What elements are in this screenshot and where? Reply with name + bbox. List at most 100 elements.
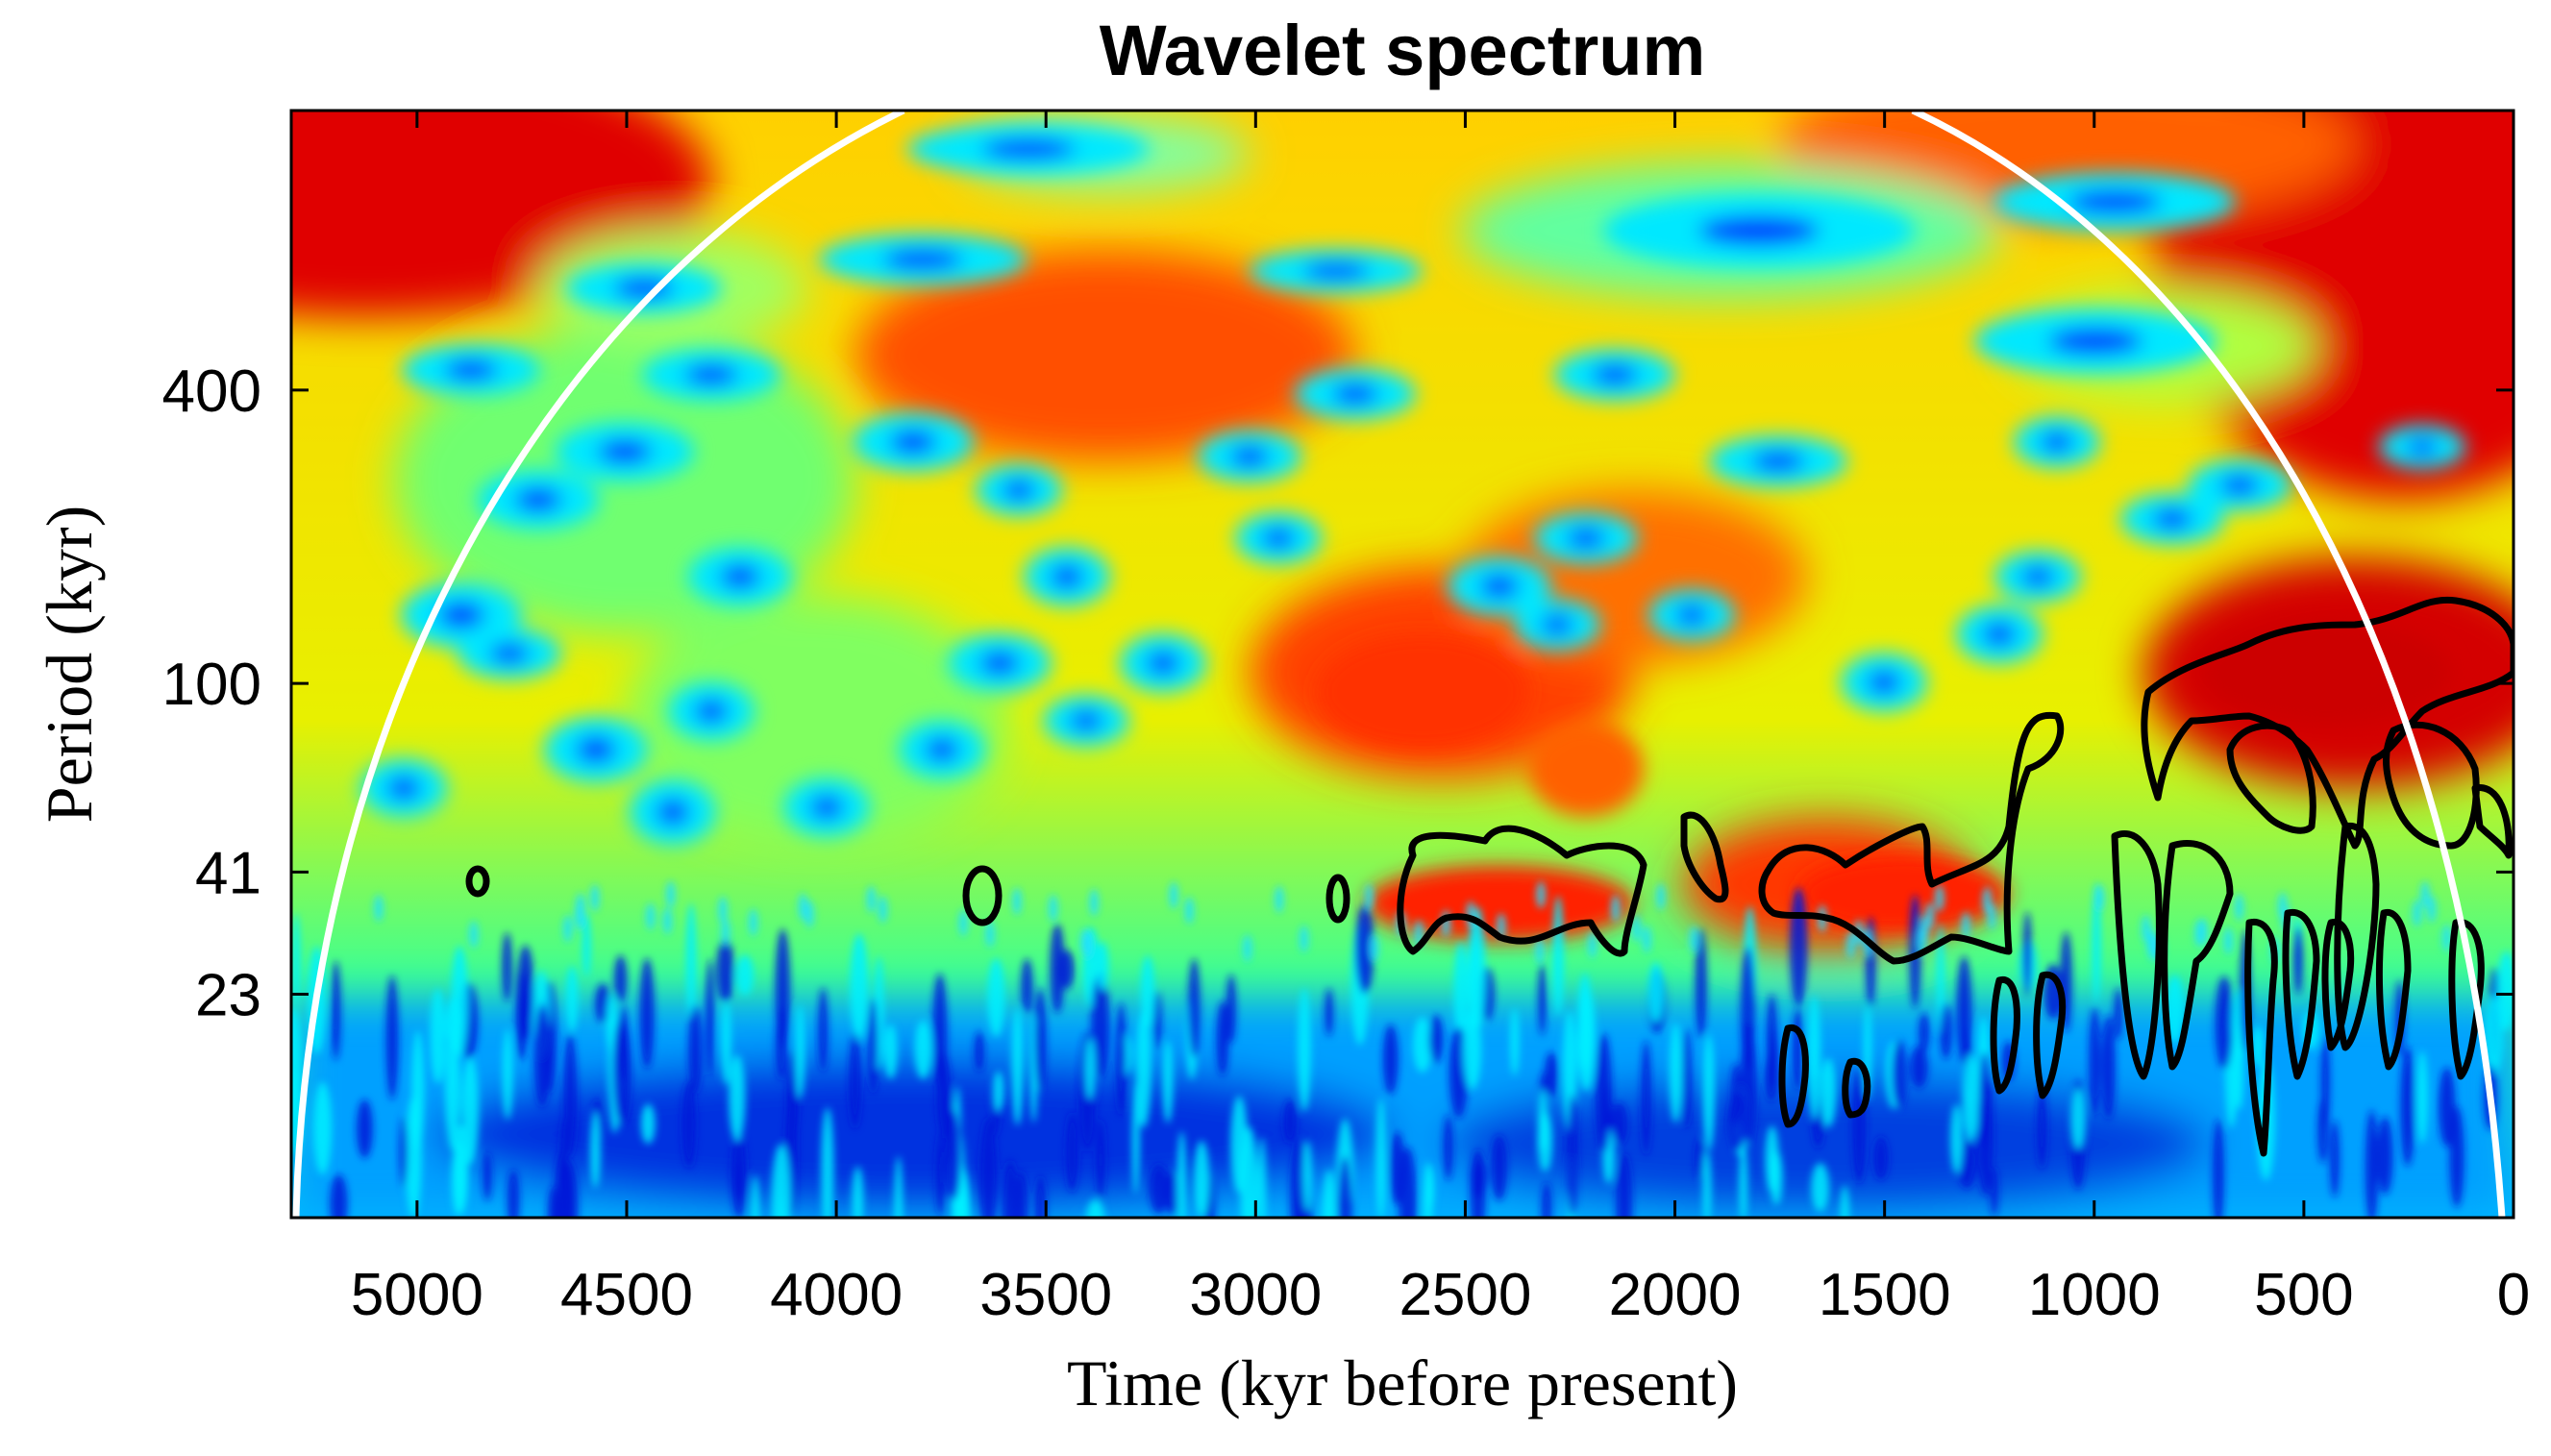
spectral-peak-core (598, 439, 652, 464)
spectral-peak-core (1069, 709, 1103, 732)
texture-dot (665, 880, 676, 908)
texture-streak (507, 1169, 520, 1218)
spectral-peak-core (2040, 431, 2074, 454)
spectral-peaks (360, 123, 2465, 942)
texture-streak (1021, 958, 1033, 1014)
texture-streak (850, 933, 869, 1041)
texture-streak (1034, 1174, 1047, 1218)
spectral-peak-core (925, 737, 959, 762)
texture-streak (1065, 1112, 1078, 1193)
texture-streak (1216, 1000, 1229, 1076)
texture-streak (2213, 1119, 2224, 1218)
y-axis-label: Period (kyr) (33, 506, 106, 823)
spectral-peak-core (1331, 383, 1379, 406)
texture-streak (563, 1033, 578, 1157)
spectral-peak-core (437, 601, 485, 629)
texture-dot (1169, 881, 1179, 909)
spectral-peak-core (2068, 189, 2162, 214)
contour-short-c (2244, 918, 2278, 1157)
texture-streak (430, 988, 446, 1084)
texture-streak (946, 1092, 954, 1166)
texture-streak (483, 1151, 492, 1201)
texture-streak (582, 913, 591, 977)
texture-dot (562, 915, 573, 943)
contour-41kyr-a (1397, 825, 1647, 957)
contour-isolated-a (962, 865, 1003, 926)
texture-streak (1050, 923, 1065, 1014)
texture-streak (2101, 1015, 2116, 1120)
contour-100kyr-right (2383, 721, 2480, 850)
texture-streak (1034, 988, 1047, 1093)
texture-streak (559, 1118, 568, 1214)
texture-streak (1002, 1159, 1019, 1218)
x-tick-label: 2000 (1609, 1262, 1742, 1328)
y-tick-label: 400 (162, 358, 261, 425)
texture-streak (821, 1107, 834, 1218)
texture-streak (1382, 1024, 1399, 1095)
spectral-peak-core (1146, 651, 1180, 676)
x-tick-label: 3000 (1189, 1262, 1322, 1328)
texture-streak (399, 1116, 409, 1188)
heatmap-plot-area (291, 111, 2514, 1218)
texture-streak (1851, 1067, 1867, 1184)
texture-streak (2449, 1105, 2464, 1208)
texture-streak (2330, 1120, 2340, 1198)
spectral-peak-core (514, 487, 562, 512)
texture-streak (1702, 1034, 1716, 1151)
y-tick-label: 41 (195, 840, 261, 906)
texture-streak (1840, 1185, 1849, 1218)
texture-streak (1537, 1112, 1553, 1172)
texture-streak (685, 902, 697, 1019)
texture-dot (2412, 900, 2422, 927)
texture-dot (798, 893, 808, 921)
texture-dot (1689, 925, 1699, 953)
texture-dot (718, 896, 728, 924)
spectral-peak-core (576, 735, 616, 764)
texture-streak (330, 1173, 348, 1218)
spectral-peak-core (2048, 327, 2142, 356)
texture-streak (1491, 1134, 1508, 1201)
texture-streak (533, 1003, 551, 1108)
spectral-peak-core (656, 798, 690, 827)
texture-streak (1790, 887, 1808, 1007)
spectral-peak-core (979, 651, 1020, 676)
texture-streak (1115, 1001, 1127, 1117)
contour-100kyr-inner (2226, 722, 2316, 834)
texture-streak (1641, 1040, 1651, 1156)
texture-streak (1940, 1002, 1952, 1060)
texture-streak (2089, 1006, 2101, 1116)
texture-streak (852, 1166, 864, 1218)
texture-dot (1534, 937, 1545, 965)
texture-streak (2317, 1098, 2328, 1164)
texture-streak (613, 955, 628, 1003)
texture-streak (1892, 1040, 1907, 1109)
texture-streak (992, 1071, 1004, 1112)
texture-streak (1544, 1051, 1559, 1098)
spectral-peak-core (444, 358, 498, 382)
texture-streak (2022, 911, 2032, 997)
texture-streak (1695, 1137, 1705, 1180)
texture-streak (2070, 1088, 2086, 1149)
texture-dot (2420, 881, 2430, 908)
texture-dot (1274, 885, 1284, 913)
texture-streak (1337, 1155, 1352, 1218)
texture-streak (1453, 940, 1469, 1045)
contour-isolated-c (1325, 874, 1350, 924)
texture-dot (1934, 884, 1944, 912)
spectral-peak-core (1479, 574, 1520, 599)
texture-streak (1188, 958, 1201, 1058)
high-power-patch (1365, 865, 1634, 942)
x-tick-label: 500 (2254, 1262, 2353, 1328)
texture-streak (589, 1111, 601, 1189)
contour-right-b (2471, 784, 2513, 859)
spectral-peak-core (1002, 479, 1036, 502)
texture-streak (2092, 882, 2101, 1003)
texture-streak (1298, 987, 1311, 1112)
texture-streak (1979, 1052, 1991, 1148)
spectral-peak-core (889, 430, 937, 455)
texture-streak (1140, 955, 1155, 1029)
texture-dot (1079, 928, 1090, 956)
spectral-peak-core (1982, 622, 2017, 647)
texture-streak (451, 1141, 466, 1217)
power-field (291, 111, 2514, 1218)
